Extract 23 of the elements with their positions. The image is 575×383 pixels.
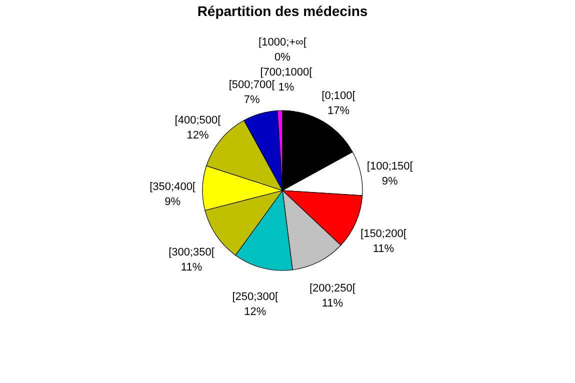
text: 0% <box>274 52 290 64</box>
slice-label: [100;150[ <box>366 160 413 173</box>
data-label: 11% <box>180 261 202 274</box>
slice-label: [300;350[ <box>168 246 214 258</box>
data-label: 17% <box>327 104 350 117</box>
data-label: 9% <box>382 176 398 188</box>
data-label: 9% <box>164 196 181 208</box>
slice-label: [350;400[ <box>150 181 196 194</box>
chart-title: Répartition des médecins <box>197 3 368 19</box>
data-label: 7% <box>244 94 260 106</box>
data-label: 11% <box>372 243 394 256</box>
data-label: 11% <box>322 298 344 310</box>
slice-label: [0;100[ <box>322 90 356 102</box>
slice-label: [400;500[ <box>174 114 221 126</box>
slice-label: [250;300[ <box>232 291 278 304</box>
slice-label: [700;1000[ <box>260 66 312 79</box>
slice-label: [150;200[ <box>360 228 406 240</box>
data-label: 1% <box>278 82 294 94</box>
category-label: [1000;+∞[ <box>258 36 306 48</box>
data-label: 12% <box>244 306 266 318</box>
slice-label: [200;250[ <box>310 282 356 295</box>
data-label: 12% <box>186 129 209 142</box>
slice-label: [500;700[ <box>228 78 275 91</box>
